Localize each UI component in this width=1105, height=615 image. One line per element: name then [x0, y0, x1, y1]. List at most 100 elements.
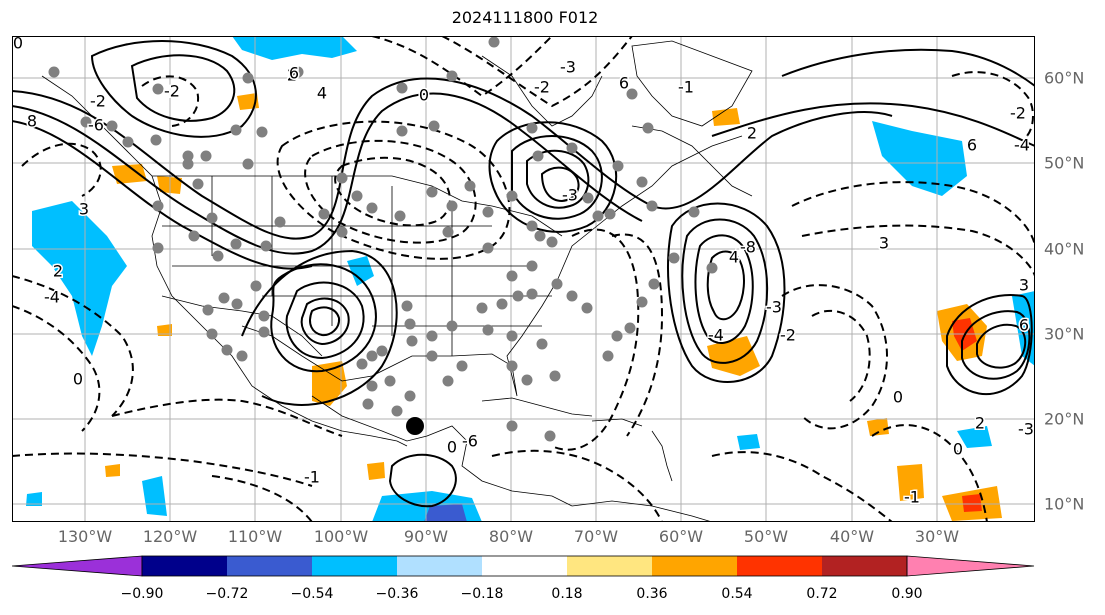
shading-orange-patch — [367, 462, 385, 480]
colorbar-segment — [567, 556, 652, 576]
shading-blue-patch — [26, 492, 42, 506]
contour-solid — [540, 166, 580, 203]
contour-solid — [946, 294, 1033, 395]
shading-blue-patch — [32, 201, 127, 356]
contour-solid — [681, 218, 769, 364]
shading-blue-patch — [142, 476, 167, 516]
coastline-mexico — [311, 395, 573, 507]
gray-dot — [456, 360, 468, 372]
gray-dot — [376, 345, 388, 357]
gray-dot — [536, 338, 548, 350]
shading-orange-patch — [157, 324, 172, 336]
gray-dot — [206, 328, 218, 340]
gray-dot — [648, 278, 660, 290]
contour-value-label: 2 — [53, 262, 63, 281]
contour-solid — [526, 149, 590, 209]
colorbar — [12, 555, 1035, 577]
shading-blue-patch — [232, 36, 357, 60]
colorbar-tick-label: −0.36 — [375, 586, 419, 602]
gray-dot — [218, 292, 230, 304]
gray-dot — [242, 72, 254, 84]
gray-dot — [256, 126, 268, 138]
gray-dot — [48, 66, 60, 78]
contour-solid — [270, 263, 377, 373]
gray-dot — [581, 302, 593, 314]
colorbar-tick-label: 0.18 — [551, 586, 583, 602]
colorbar-segments — [12, 555, 1035, 577]
colorbar-tick-label: −0.90 — [120, 586, 164, 602]
map-title: 2024111800 F012 — [451, 8, 599, 27]
gray-dot — [442, 375, 454, 387]
gray-dot — [482, 324, 494, 336]
gray-dot — [566, 290, 578, 302]
gray-dot — [482, 206, 494, 218]
gray-dot — [106, 120, 118, 132]
gray-dot — [446, 200, 458, 212]
gray-dot — [366, 350, 378, 362]
gray-dot — [394, 210, 406, 222]
lon-tick-label: 80°W — [488, 527, 534, 546]
contour-value-label: 8 — [27, 112, 37, 131]
gray-dot — [188, 230, 200, 242]
contour-value-label: -8 — [740, 238, 756, 257]
gray-dot — [396, 125, 408, 137]
contour-solid — [90, 40, 257, 138]
shading-orange-patch — [707, 336, 760, 376]
gray-dot — [152, 83, 164, 95]
contour-value-label: 0 — [953, 440, 963, 459]
colorbar-tick-label: 0.54 — [721, 586, 753, 602]
gray-dot-markers — [48, 36, 718, 442]
gray-dot — [566, 142, 578, 154]
colorbar-segment — [822, 556, 907, 576]
contour-value-label: -3 — [1018, 420, 1034, 439]
contour-dashed — [951, 71, 1034, 137]
gray-dot — [258, 326, 270, 338]
gray-dot — [212, 250, 224, 262]
gray-dot — [182, 158, 194, 170]
coastline-hudson-bay — [481, 55, 603, 127]
contour-value-label: 2 — [287, 66, 297, 85]
colorbar-segment — [397, 556, 482, 576]
map-panel: 0 2 -3 6 -2 -6 4 6 -2 8 -1 0 -2 2 4 -3 -8 -3 -4 -2 0 3 6 -2 -4 2 0… — [12, 36, 1035, 522]
gray-dot — [506, 270, 518, 282]
contour-value-label: -1 — [304, 468, 320, 487]
gray-dot — [442, 226, 454, 238]
lon-tick-label: 70°W — [573, 527, 619, 546]
gray-dot — [526, 122, 538, 134]
gray-dot — [401, 300, 413, 312]
shading-layer — [26, 36, 1035, 522]
contour-value-label: 0 — [73, 370, 83, 389]
gray-dot — [292, 66, 304, 78]
contour-dashed — [871, 424, 988, 522]
border-us-canada — [152, 175, 563, 237]
gray-dot — [404, 318, 416, 330]
gray-dot — [202, 304, 214, 316]
shading-blue-patch — [424, 504, 467, 522]
gray-dot — [236, 350, 248, 362]
contour-dashed — [551, 228, 640, 451]
gray-dot — [122, 136, 134, 148]
gray-dot — [512, 290, 524, 302]
contour-solid — [511, 135, 603, 220]
border-us-mexico — [161, 295, 323, 357]
gray-dot — [592, 210, 604, 222]
contour-value-label: -6 — [88, 116, 104, 135]
contour-dashed — [12, 275, 134, 417]
contour-solid — [961, 310, 1031, 380]
contour-solid — [12, 120, 313, 270]
gray-dot — [626, 88, 638, 100]
lat-tick-label: 50°N — [1044, 153, 1085, 173]
gray-dot — [551, 278, 563, 290]
contour-value-label: -2 — [164, 82, 180, 101]
contour-dashed — [441, 36, 633, 108]
contour-dashed — [801, 224, 1035, 277]
gray-dot — [582, 192, 594, 204]
coastline-greenland — [631, 40, 753, 127]
lat-tick-label: 60°N — [1044, 68, 1085, 88]
contour-value-label: 2 — [747, 124, 757, 143]
shading-orange-patch — [112, 164, 147, 184]
contour-value-label: -2 — [1010, 104, 1026, 123]
gray-dot — [182, 150, 194, 162]
gray-dot — [506, 420, 518, 432]
shading-blue-patch — [737, 434, 760, 450]
